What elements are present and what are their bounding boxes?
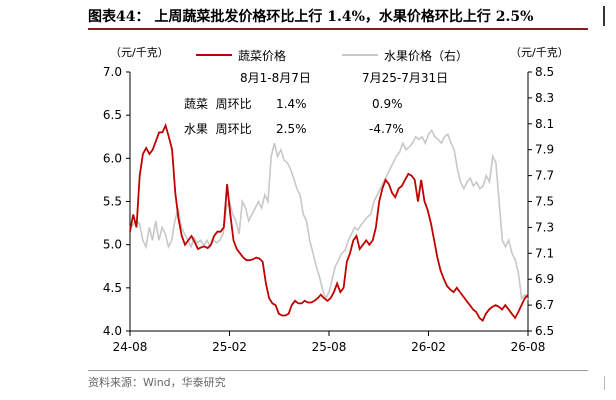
y-left-tick-label: 7.0	[103, 65, 122, 79]
y-right-tick-label: 6.9	[535, 272, 554, 286]
x-tick-label: 25-08	[312, 340, 347, 354]
annotation-row1-v2: 0.9%	[372, 97, 403, 111]
x-tick-label: 25-02	[212, 340, 247, 354]
y-left-tick-label: 4.5	[103, 281, 122, 295]
annotation-row2-v1: 2.5%	[276, 122, 307, 136]
y-right-tick-label: 7.1	[535, 246, 554, 260]
edge-divider-bottom	[604, 376, 611, 390]
y-right-tick-label: 6.7	[535, 298, 554, 312]
y-left-tick-label: 5.5	[103, 195, 122, 209]
x-tick-label: 26-08	[511, 340, 546, 354]
annotation-row2-v2: -4.7%	[369, 122, 404, 136]
chart-title: 图表44： 上周蔬菜批发价格环比上行 1.4%，水果价格环比上行 2.5%	[88, 6, 533, 26]
y-left-unit: （元/千克）	[110, 46, 169, 59]
annotation-col2-header: 7月25-7月31日	[362, 71, 448, 85]
y-right-tick-label: 6.5	[535, 324, 554, 338]
y-left-tick-label: 4.0	[103, 324, 122, 338]
x-tick-label: 26-02	[411, 340, 446, 354]
x-tick-label: 24-08	[113, 340, 148, 354]
title-rule	[88, 28, 588, 30]
annotation-row1-label: 蔬菜 周环比	[184, 97, 252, 111]
legend-fruit-label: 水果价格（右）	[384, 48, 468, 63]
fruit-price-line	[129, 128, 529, 301]
y-right-tick-label: 7.7	[535, 169, 554, 183]
y-left-tick-label: 6.5	[103, 108, 122, 122]
annotation-row1-v1: 1.4%	[276, 97, 307, 111]
y-right-tick-label: 7.9	[535, 143, 554, 157]
vegetable-price-line	[129, 122, 529, 323]
annotation-col1-header: 8月1-8月7日	[240, 71, 311, 85]
y-right-tick-label: 8.1	[535, 117, 554, 131]
title-main: 上周蔬菜批发价格环比上行 1.4%，水果价格环比上行 2.5%	[154, 9, 534, 25]
y-left-tick-label: 5.0	[103, 238, 122, 252]
footer-rule	[88, 370, 588, 371]
legend-vegetable-label: 蔬菜价格	[238, 48, 286, 63]
y-right-tick-label: 8.3	[535, 91, 554, 105]
edge-divider	[603, 6, 615, 26]
y-right-tick-label: 8.5	[535, 65, 554, 79]
title-prefix: 图表44：	[88, 9, 150, 25]
y-right-tick-label: 7.5	[535, 195, 554, 209]
source-note: 资料来源：Wind，华泰研究	[88, 376, 226, 389]
y-right-tick-label: 7.3	[535, 220, 554, 234]
y-right-unit: （元/千克）	[510, 46, 569, 59]
annotation-row2-label: 水果 周环比	[184, 122, 252, 136]
y-left-tick-label: 6.0	[103, 151, 122, 165]
